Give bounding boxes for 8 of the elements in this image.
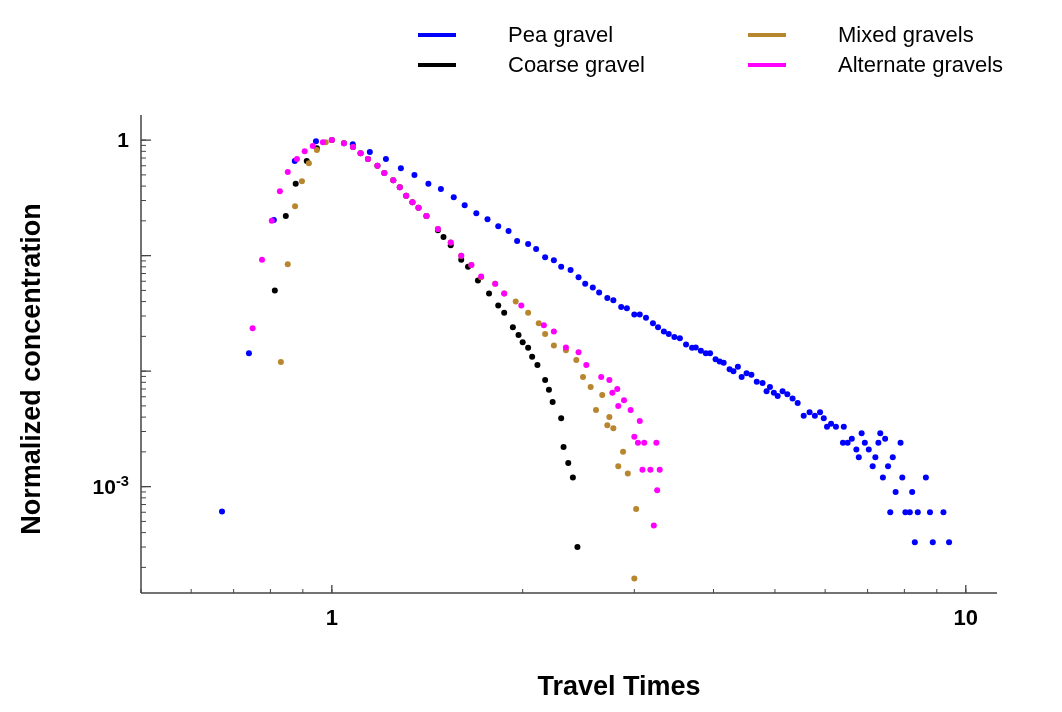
x-axis-title: Travel Times: [537, 671, 701, 701]
legend-label: Mixed gravels: [838, 22, 974, 47]
y-tick-label: 10$^{-3}$: [92, 472, 129, 498]
y-axis-title: Normalized concentration: [16, 203, 46, 535]
legend-label: Alternate gravels: [838, 52, 1004, 77]
x-tick-label: 10: [953, 605, 979, 630]
legend-label: Pea gravel: [508, 22, 614, 47]
legend-label: Coarse gravel: [508, 52, 645, 77]
